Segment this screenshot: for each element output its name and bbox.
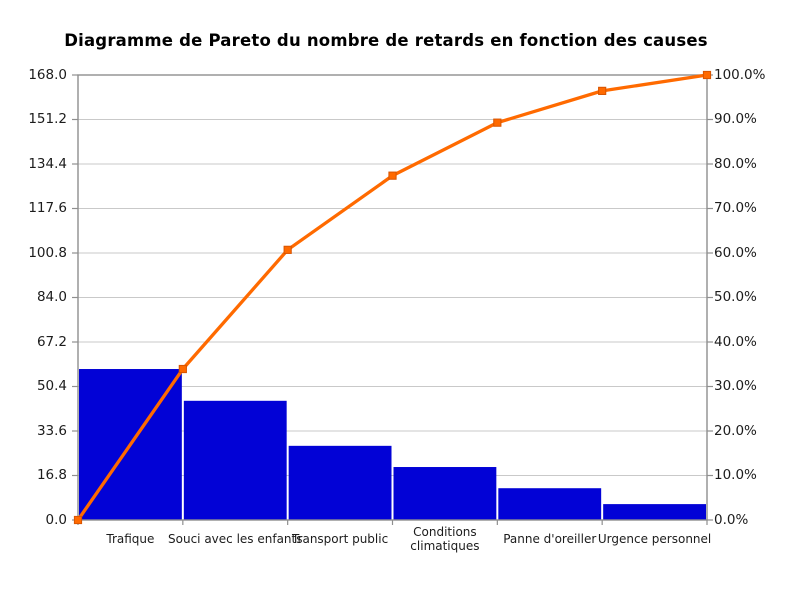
cumulative-marker-1	[178, 364, 187, 374]
cumulative-marker-5	[598, 86, 607, 95]
cumulative-marker-2	[283, 245, 292, 254]
right-axis-tick-label: 50.0%	[714, 289, 757, 305]
right-axis-tick-label: 20.0%	[714, 422, 757, 439]
pareto-bar-6	[603, 504, 706, 520]
cumulative-marker-0	[73, 515, 83, 525]
category-label-5: Panne d'oreiller	[503, 532, 597, 546]
cumulative-marker-3	[388, 171, 397, 180]
right-axis-tick-label: 80.0%	[714, 155, 757, 172]
right-axis-tick-label: 30.0%	[714, 378, 757, 394]
right-axis-tick-label: 40.0%	[714, 333, 757, 350]
category-label-4: Conditions climatiques	[410, 525, 480, 553]
pareto-bar-5	[498, 488, 602, 520]
category-label-2: Souci avec les enfants	[168, 532, 303, 546]
right-axis-tick-label: 70.0%	[714, 200, 757, 216]
cumulative-marker-6	[702, 70, 712, 80]
left-axis-tick-label: 33.6	[36, 422, 67, 439]
left-axis-tick-label: 134.4	[28, 155, 67, 172]
pareto-bar-4	[393, 467, 497, 520]
left-axis-tick-label: 84.0	[36, 289, 67, 305]
cumulative-marker-4	[493, 118, 502, 127]
pareto-bar-3	[288, 445, 392, 520]
left-axis-tick-label: 100.8	[28, 244, 67, 261]
chart-title: Diagramme de Pareto du nombre de retards…	[64, 31, 708, 50]
left-axis-tick-label: 67.2	[36, 333, 67, 350]
left-axis-tick-label: 16.8	[36, 467, 67, 483]
category-label-3: Transport public	[291, 532, 389, 546]
category-label-1: Trafique	[106, 532, 155, 546]
right-axis-tick-label: 0.0%	[714, 511, 749, 528]
right-axis-tick-label: 60.0%	[714, 244, 757, 261]
left-axis-tick-label: 50.4	[36, 378, 67, 394]
pareto-bar-2	[183, 400, 287, 520]
right-axis-tick-label: 90.0%	[714, 111, 757, 127]
right-axis-tick-label: 10.0%	[714, 467, 757, 483]
left-axis-tick-label: 168.0	[28, 66, 67, 83]
category-label-6: Urgence personnel	[597, 532, 712, 546]
left-axis-tick-label: 151.2	[28, 111, 67, 127]
left-axis-tick-label: 0.0	[45, 511, 67, 528]
left-axis-tick-label: 117.6	[28, 200, 67, 216]
right-axis-tick-label: 100.0%	[714, 66, 766, 83]
